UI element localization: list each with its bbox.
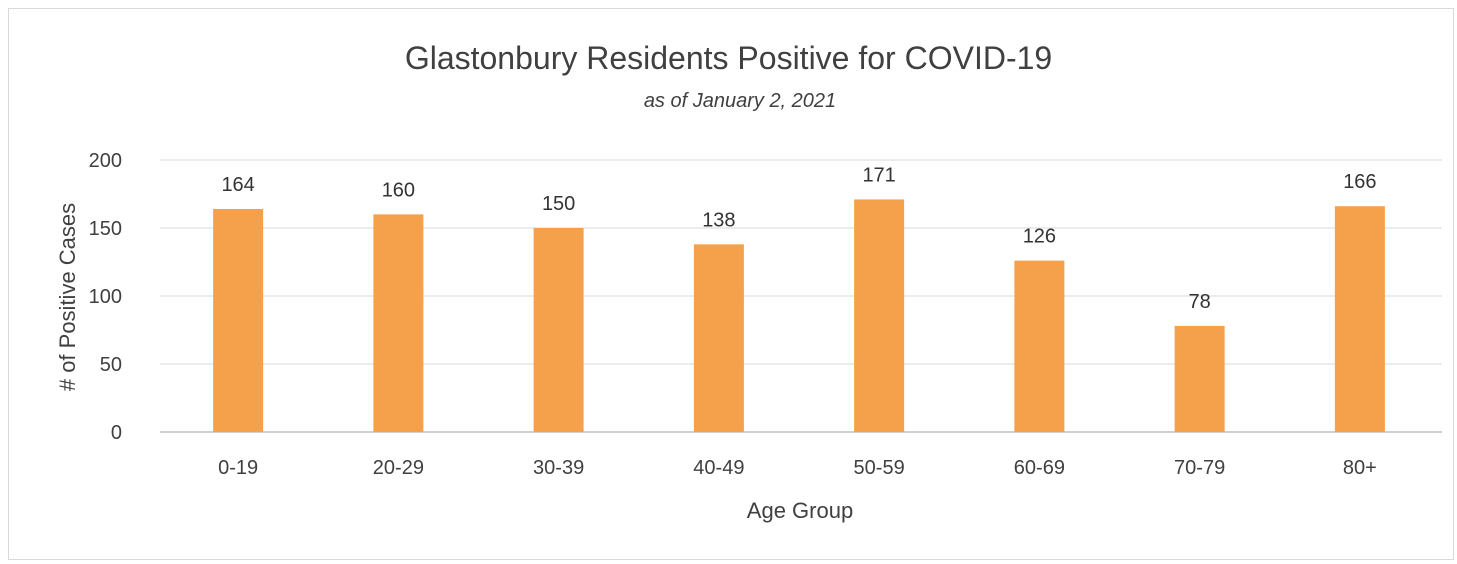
bar-20-29	[373, 214, 424, 432]
bar-50-59	[854, 199, 905, 432]
chart-subtitle: as of January 2, 2021	[643, 90, 837, 112]
x-tick-label: 40-49	[693, 457, 744, 479]
bar-70-79	[1174, 325, 1225, 432]
bars	[213, 199, 1385, 432]
y-tick-labels: 0 50 100 150 200	[89, 150, 122, 444]
data-label: 164	[221, 174, 254, 196]
data-label: 78	[1189, 291, 1211, 313]
chart-frame	[8, 8, 1454, 560]
bar-30-39	[533, 228, 584, 432]
x-tick-label: 0-19	[218, 457, 258, 479]
chart-title: Glastonbury Residents Positive for COVID…	[404, 40, 1053, 76]
bar-0-19	[213, 208, 264, 432]
y-tick-label: 0	[111, 422, 122, 444]
bar-80+	[1334, 206, 1385, 432]
x-tick-labels: 0-19 20-29 30-39 40-49 50-59 60-69 70-79 80+	[218, 457, 1377, 479]
y-tick-label: 100	[89, 286, 122, 308]
bar-60-69	[1014, 260, 1065, 432]
x-tick-label: 60-69	[1014, 457, 1065, 479]
y-axis-label: # of Positive Cases	[55, 203, 80, 391]
x-tick-label: 30-39	[533, 457, 584, 479]
x-axis-label: Age Group	[747, 498, 853, 523]
x-tick-label: 50-59	[854, 457, 905, 479]
data-labels: 164 160 150 138 171 126 78 166	[221, 164, 1376, 312]
y-tick-label: 200	[89, 150, 122, 172]
x-tick-label: 20-29	[373, 457, 424, 479]
data-label: 138	[702, 209, 735, 231]
data-label: 171	[862, 164, 895, 186]
y-tick-label: 150	[89, 218, 122, 240]
x-tick-label: 80+	[1343, 457, 1377, 479]
bar-40-49	[693, 244, 744, 432]
data-label: 150	[542, 193, 575, 215]
gridlines	[160, 159, 1442, 433]
data-label: 166	[1343, 171, 1376, 193]
data-label: 160	[382, 179, 415, 201]
y-tick-label: 50	[100, 354, 122, 376]
x-tick-label: 70-79	[1174, 457, 1225, 479]
data-label: 126	[1023, 226, 1056, 248]
